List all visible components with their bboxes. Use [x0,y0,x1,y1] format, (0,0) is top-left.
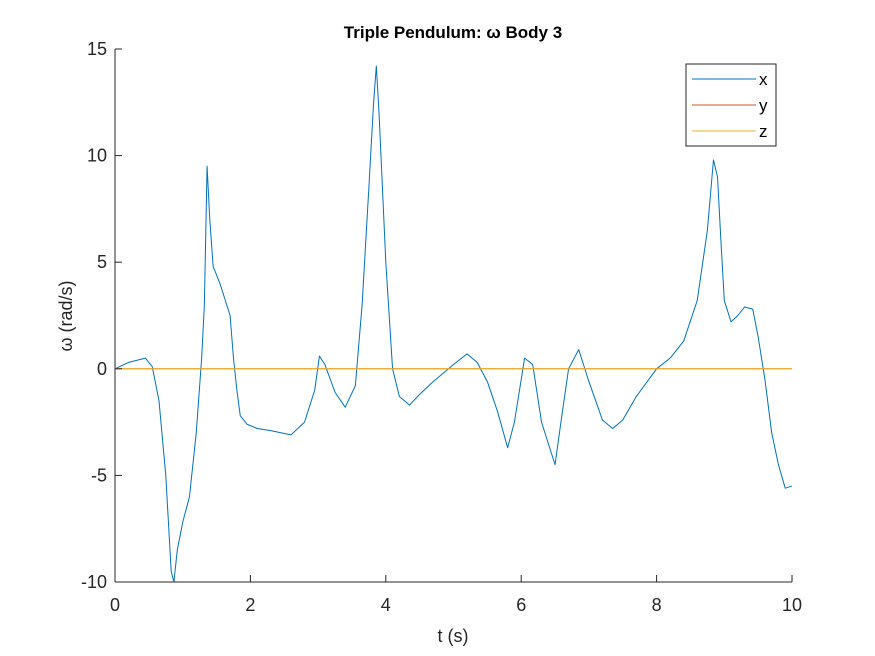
y-axis-label: ω (rad/s) [56,280,76,351]
y-tick-label: -10 [81,572,107,592]
chart-title: Triple Pendulum: ω Body 3 [344,23,562,42]
y-tick-label: -5 [91,465,107,485]
y-tick-label: 0 [97,359,107,379]
legend-label-x: x [759,70,768,89]
x-tick-label: 4 [381,595,391,615]
y-tick-label: 10 [87,146,107,166]
legend: xyz [685,63,777,147]
series-x-line [114,65,793,583]
x-axis-label: t (s) [438,626,469,646]
plot-area [115,49,792,582]
series-x [114,65,793,583]
x-tick-label: 2 [245,595,255,615]
x-tick-label: 10 [782,595,802,615]
x-tick-label: 0 [110,595,120,615]
y-tick-label: 15 [87,39,107,59]
legend-label-y: y [759,96,768,115]
x-tick-label: 6 [516,595,526,615]
x-tick-label: 8 [652,595,662,615]
legend-label-z: z [759,122,768,141]
y-tick-label: 5 [97,252,107,272]
